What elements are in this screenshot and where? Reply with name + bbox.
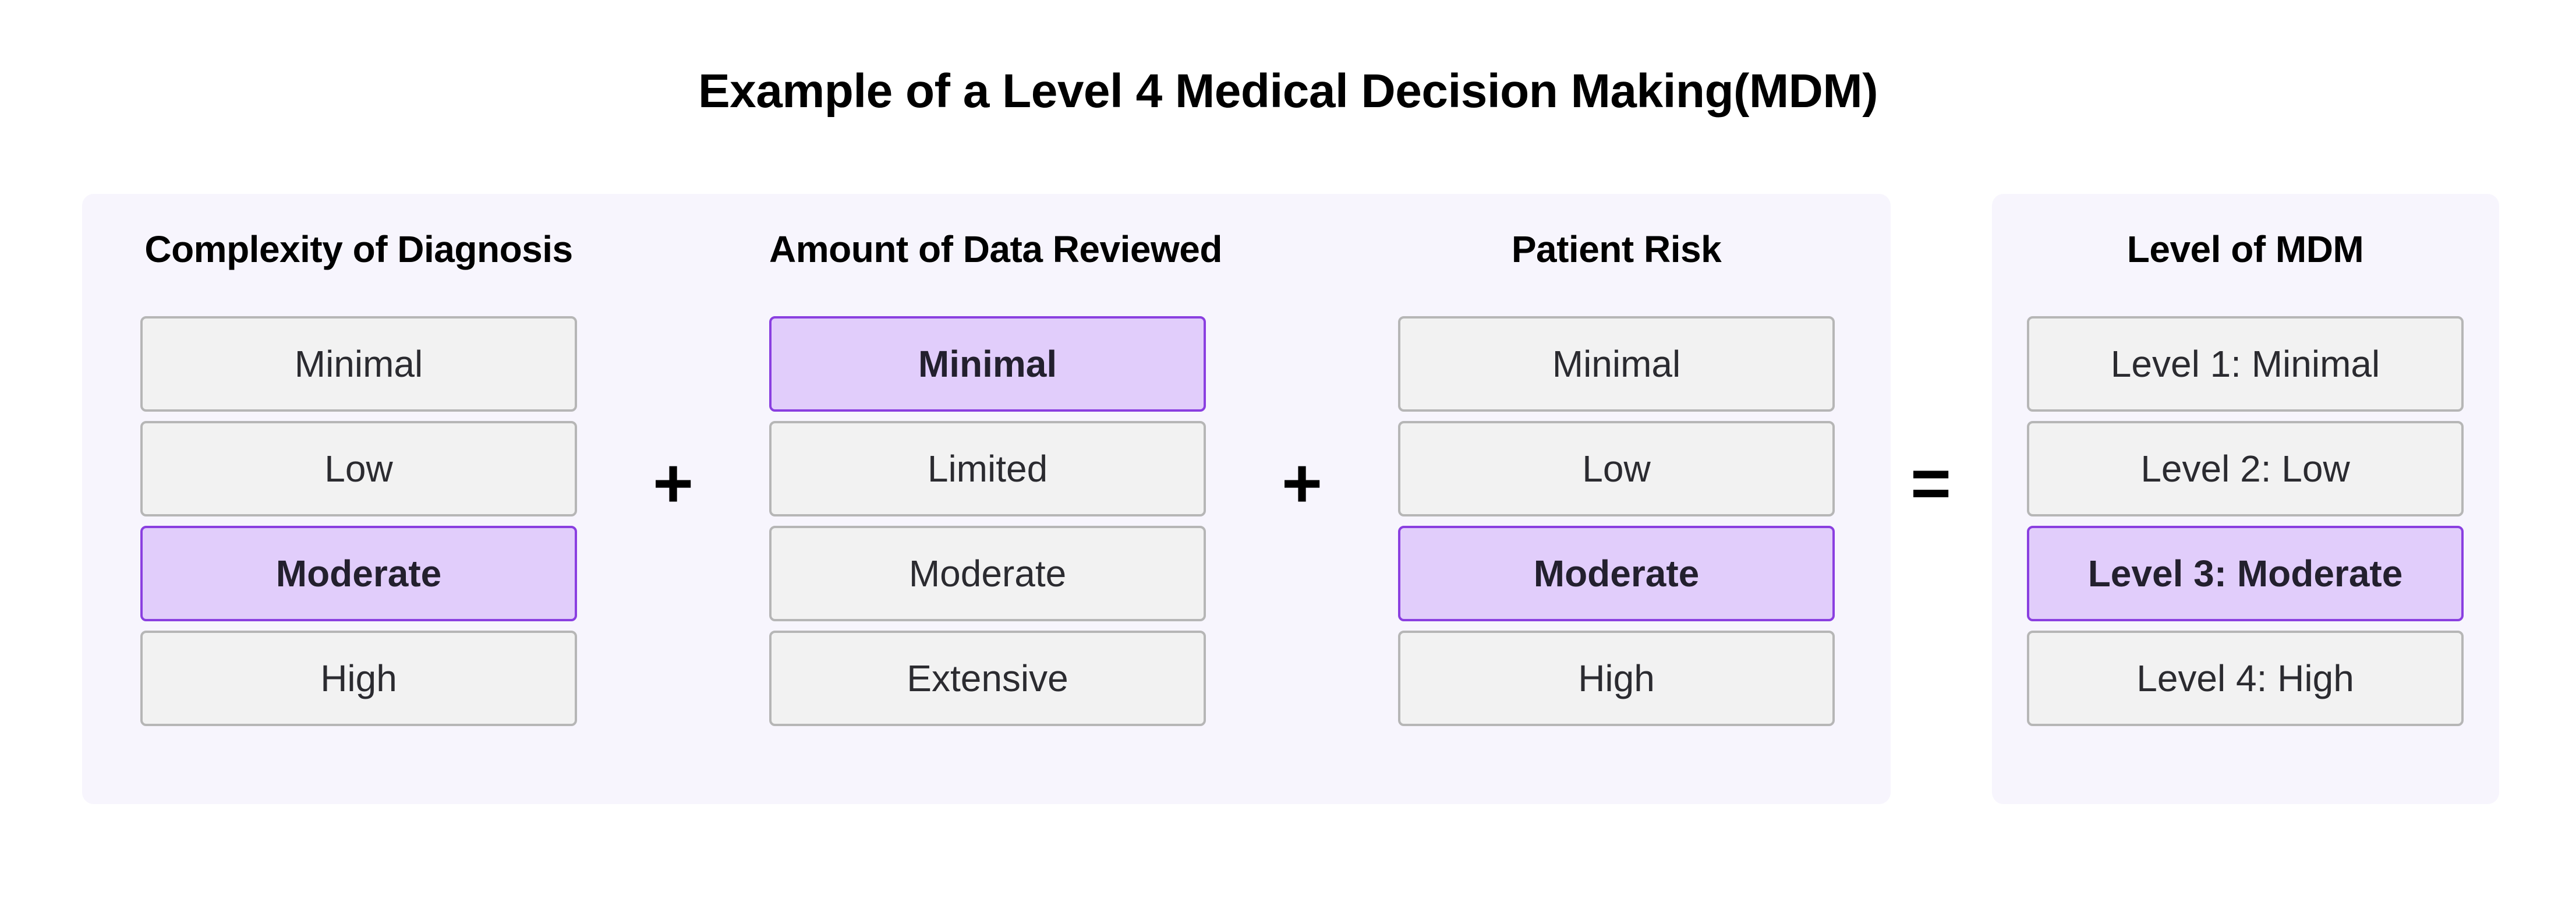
column-heading: Patient Risk — [1511, 228, 1722, 270]
option-moderate[interactable]: Moderate — [1398, 526, 1835, 621]
column-complexity-of-diagnosis: Complexity of Diagnosis Minimal Low Mode… — [140, 228, 577, 735]
option-moderate[interactable]: Moderate — [140, 526, 577, 621]
option-level-1[interactable]: Level 1: Minimal — [2027, 316, 2464, 412]
column-heading: Level of MDM — [2126, 228, 2364, 270]
option-level-4[interactable]: Level 4: High — [2027, 631, 2464, 726]
column-amount-of-data-reviewed: Amount of Data Reviewed Minimal Limited … — [769, 228, 1222, 735]
option-limited[interactable]: Limited — [769, 421, 1206, 516]
column-level-of-mdm: Level of MDM Level 1: Minimal Level 2: L… — [2027, 228, 2464, 735]
page-title: Example of a Level 4 Medical Decision Ma… — [698, 65, 1878, 118]
plus-operator: + — [1281, 444, 1323, 522]
column-heading: Complexity of Diagnosis — [144, 228, 573, 270]
option-minimal[interactable]: Minimal — [769, 316, 1206, 412]
column-patient-risk: Patient Risk Minimal Low Moderate High — [1398, 228, 1835, 735]
option-low[interactable]: Low — [1398, 421, 1835, 516]
option-high[interactable]: High — [140, 631, 577, 726]
equals-operator: = — [1910, 444, 1952, 522]
option-extensive[interactable]: Extensive — [769, 631, 1206, 726]
plus-operator: + — [652, 444, 694, 522]
option-minimal[interactable]: Minimal — [1398, 316, 1835, 412]
option-level-3[interactable]: Level 3: Moderate — [2027, 526, 2464, 621]
option-low[interactable]: Low — [140, 421, 577, 516]
option-high[interactable]: High — [1398, 631, 1835, 726]
option-level-2[interactable]: Level 2: Low — [2027, 421, 2464, 516]
option-minimal[interactable]: Minimal — [140, 316, 577, 412]
option-moderate[interactable]: Moderate — [769, 526, 1206, 621]
column-heading: Amount of Data Reviewed — [769, 228, 1222, 270]
